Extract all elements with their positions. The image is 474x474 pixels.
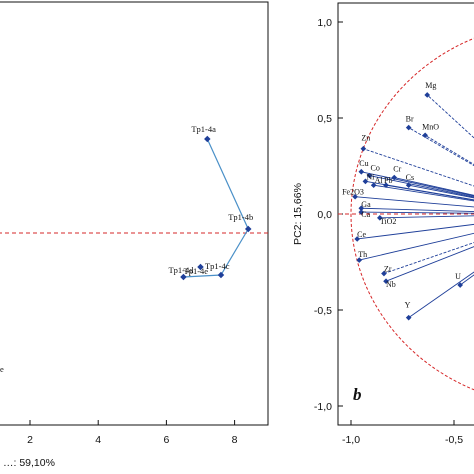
loading-point-pb bbox=[383, 182, 389, 189]
loading-point-mg bbox=[424, 92, 431, 98]
loading-label-pb: Pb bbox=[384, 176, 392, 185]
loading-vector-mno bbox=[424, 134, 474, 165]
loading-label-cs: Cs bbox=[406, 173, 414, 182]
loading-label-zn: Zn bbox=[361, 134, 370, 143]
loading-point-co bbox=[366, 172, 373, 179]
loading-point-fe2o3 bbox=[352, 193, 358, 200]
score-point-tp1-4d bbox=[180, 273, 187, 281]
score-partial-label: e bbox=[0, 364, 4, 374]
loading-point-zn bbox=[360, 145, 367, 152]
score-plot-frame bbox=[0, 1, 269, 426]
loading-point-tio2 bbox=[377, 215, 383, 221]
score-x-ticks: 2 4 6 8 bbox=[27, 420, 238, 446]
loading-label-zr: Zr bbox=[384, 265, 392, 274]
score-point-tp1-4a bbox=[204, 135, 211, 143]
loading-x-ticks: -1,0 -0,5 bbox=[342, 420, 463, 446]
score-point-label-tp1-4b: Tp1-4b bbox=[228, 212, 253, 222]
loading-point-cs bbox=[405, 182, 412, 189]
loading-vector-y bbox=[408, 271, 474, 319]
loading-y-tick-label-1-0: -1,0 bbox=[314, 401, 332, 413]
loading-points bbox=[352, 92, 464, 321]
unit-circle bbox=[350, 37, 474, 391]
loading-point-ca bbox=[358, 209, 365, 215]
loading-point-cr bbox=[391, 174, 398, 181]
loading-label-br: Br bbox=[406, 115, 414, 124]
loading-plot: 1,0 0,5 0,0 -0,5 -1,0 -1,0 -0,5 Mg Br MnO Zn CuCo… bbox=[292, 2, 474, 446]
loading-vector-mg bbox=[426, 94, 474, 139]
loading-point-al bbox=[370, 182, 377, 189]
loading-label-fe2o3: Fe2O3 bbox=[342, 188, 364, 197]
loading-vector-fe2o3 bbox=[355, 196, 474, 208]
loading-label-ga: Ga bbox=[361, 200, 371, 209]
loading-vector-zr bbox=[383, 242, 474, 274]
loading-point-ga bbox=[358, 205, 365, 212]
loading-vector-th bbox=[359, 232, 474, 261]
score-point-label-tp1-4c: Tp1-4c bbox=[205, 261, 230, 271]
score-point-tp1-4c bbox=[217, 271, 225, 279]
loading-vector-tio2 bbox=[379, 215, 474, 219]
loading-point-br bbox=[405, 124, 412, 131]
loading-y-tick-label-0-5: -0,5 bbox=[314, 305, 332, 317]
loading-point-zr bbox=[381, 270, 387, 277]
score-point-label-tp1-4e: Tp1-4e bbox=[184, 266, 209, 276]
loading-label-nb: Nb bbox=[386, 280, 396, 289]
loading-label-tio2: TiO2 bbox=[380, 217, 397, 226]
loading-label-ni: Ni bbox=[366, 172, 375, 181]
loading-label-th: Th bbox=[358, 250, 367, 259]
score-point-label-tp1-4a: Tp1-4a bbox=[191, 124, 216, 134]
score-points bbox=[180, 135, 252, 281]
loading-vector-ga bbox=[361, 207, 474, 213]
score-connections bbox=[183, 138, 249, 278]
loading-y-tick-label-1-0: 1,0 bbox=[317, 17, 332, 29]
score-connection-line bbox=[183, 138, 249, 278]
loading-point-th bbox=[356, 257, 363, 263]
loading-label-ce: Ce bbox=[357, 230, 366, 239]
loading-y-ticks: 1,0 0,5 0,0 -0,5 -1,0 bbox=[314, 17, 343, 413]
loading-label-cr: Cr bbox=[393, 165, 401, 174]
score-x-tick-label-6: 6 bbox=[163, 434, 169, 446]
loading-label-al: Al bbox=[375, 176, 384, 185]
loading-y-tick-label-0-5: 0,5 bbox=[317, 113, 332, 125]
loading-label-cu: Cu bbox=[359, 159, 368, 168]
loading-vector-co bbox=[369, 175, 474, 198]
loading-x-tick-label-0-5: -0,5 bbox=[445, 434, 463, 446]
loading-x-tick-label-1-0: -1,0 bbox=[342, 434, 360, 446]
score-x-tick-label-4: 4 bbox=[95, 434, 101, 446]
loading-label-mno: MnO bbox=[422, 122, 439, 131]
loading-label-y: Y bbox=[405, 301, 411, 310]
loading-vector-cr bbox=[394, 177, 474, 196]
loading-point-ni bbox=[362, 178, 369, 185]
loading-label-ca: Ca bbox=[361, 210, 370, 219]
score-x-tick-label-2: 2 bbox=[27, 434, 33, 446]
loading-label-mg: Mg bbox=[425, 81, 436, 90]
loading-point-cu bbox=[358, 168, 365, 175]
loading-point-ce bbox=[354, 236, 361, 242]
loading-label-co: Co bbox=[371, 164, 380, 173]
loading-vector-cs bbox=[408, 184, 474, 199]
loading-point-mno bbox=[422, 132, 428, 139]
loading-y-axis-label: PC2: 15,66% bbox=[292, 183, 304, 245]
loading-vector-al bbox=[373, 184, 474, 202]
loading-vector-nb bbox=[385, 246, 474, 282]
score-point-tp1-4b bbox=[244, 225, 252, 233]
loading-point-nb bbox=[383, 278, 389, 285]
loading-vector-ca bbox=[361, 211, 474, 214]
loading-vectors bbox=[355, 94, 474, 319]
loading-vector-pb bbox=[385, 184, 474, 201]
loading-point-y bbox=[405, 314, 412, 321]
panel-label-b: b bbox=[353, 385, 362, 404]
score-point-tp1-4e bbox=[197, 263, 204, 271]
loading-point-u bbox=[457, 282, 464, 288]
loading-vector-ce bbox=[357, 223, 474, 240]
loading-label-u: U bbox=[455, 272, 461, 281]
score-point-label-tp1-4d: Tp1-4d bbox=[168, 265, 194, 275]
loading-y-tick-label-0-0: 0,0 bbox=[317, 209, 332, 221]
score-x-axis-label: …: 59,10% bbox=[3, 457, 55, 469]
score-x-tick-label-8: 8 bbox=[232, 434, 238, 446]
